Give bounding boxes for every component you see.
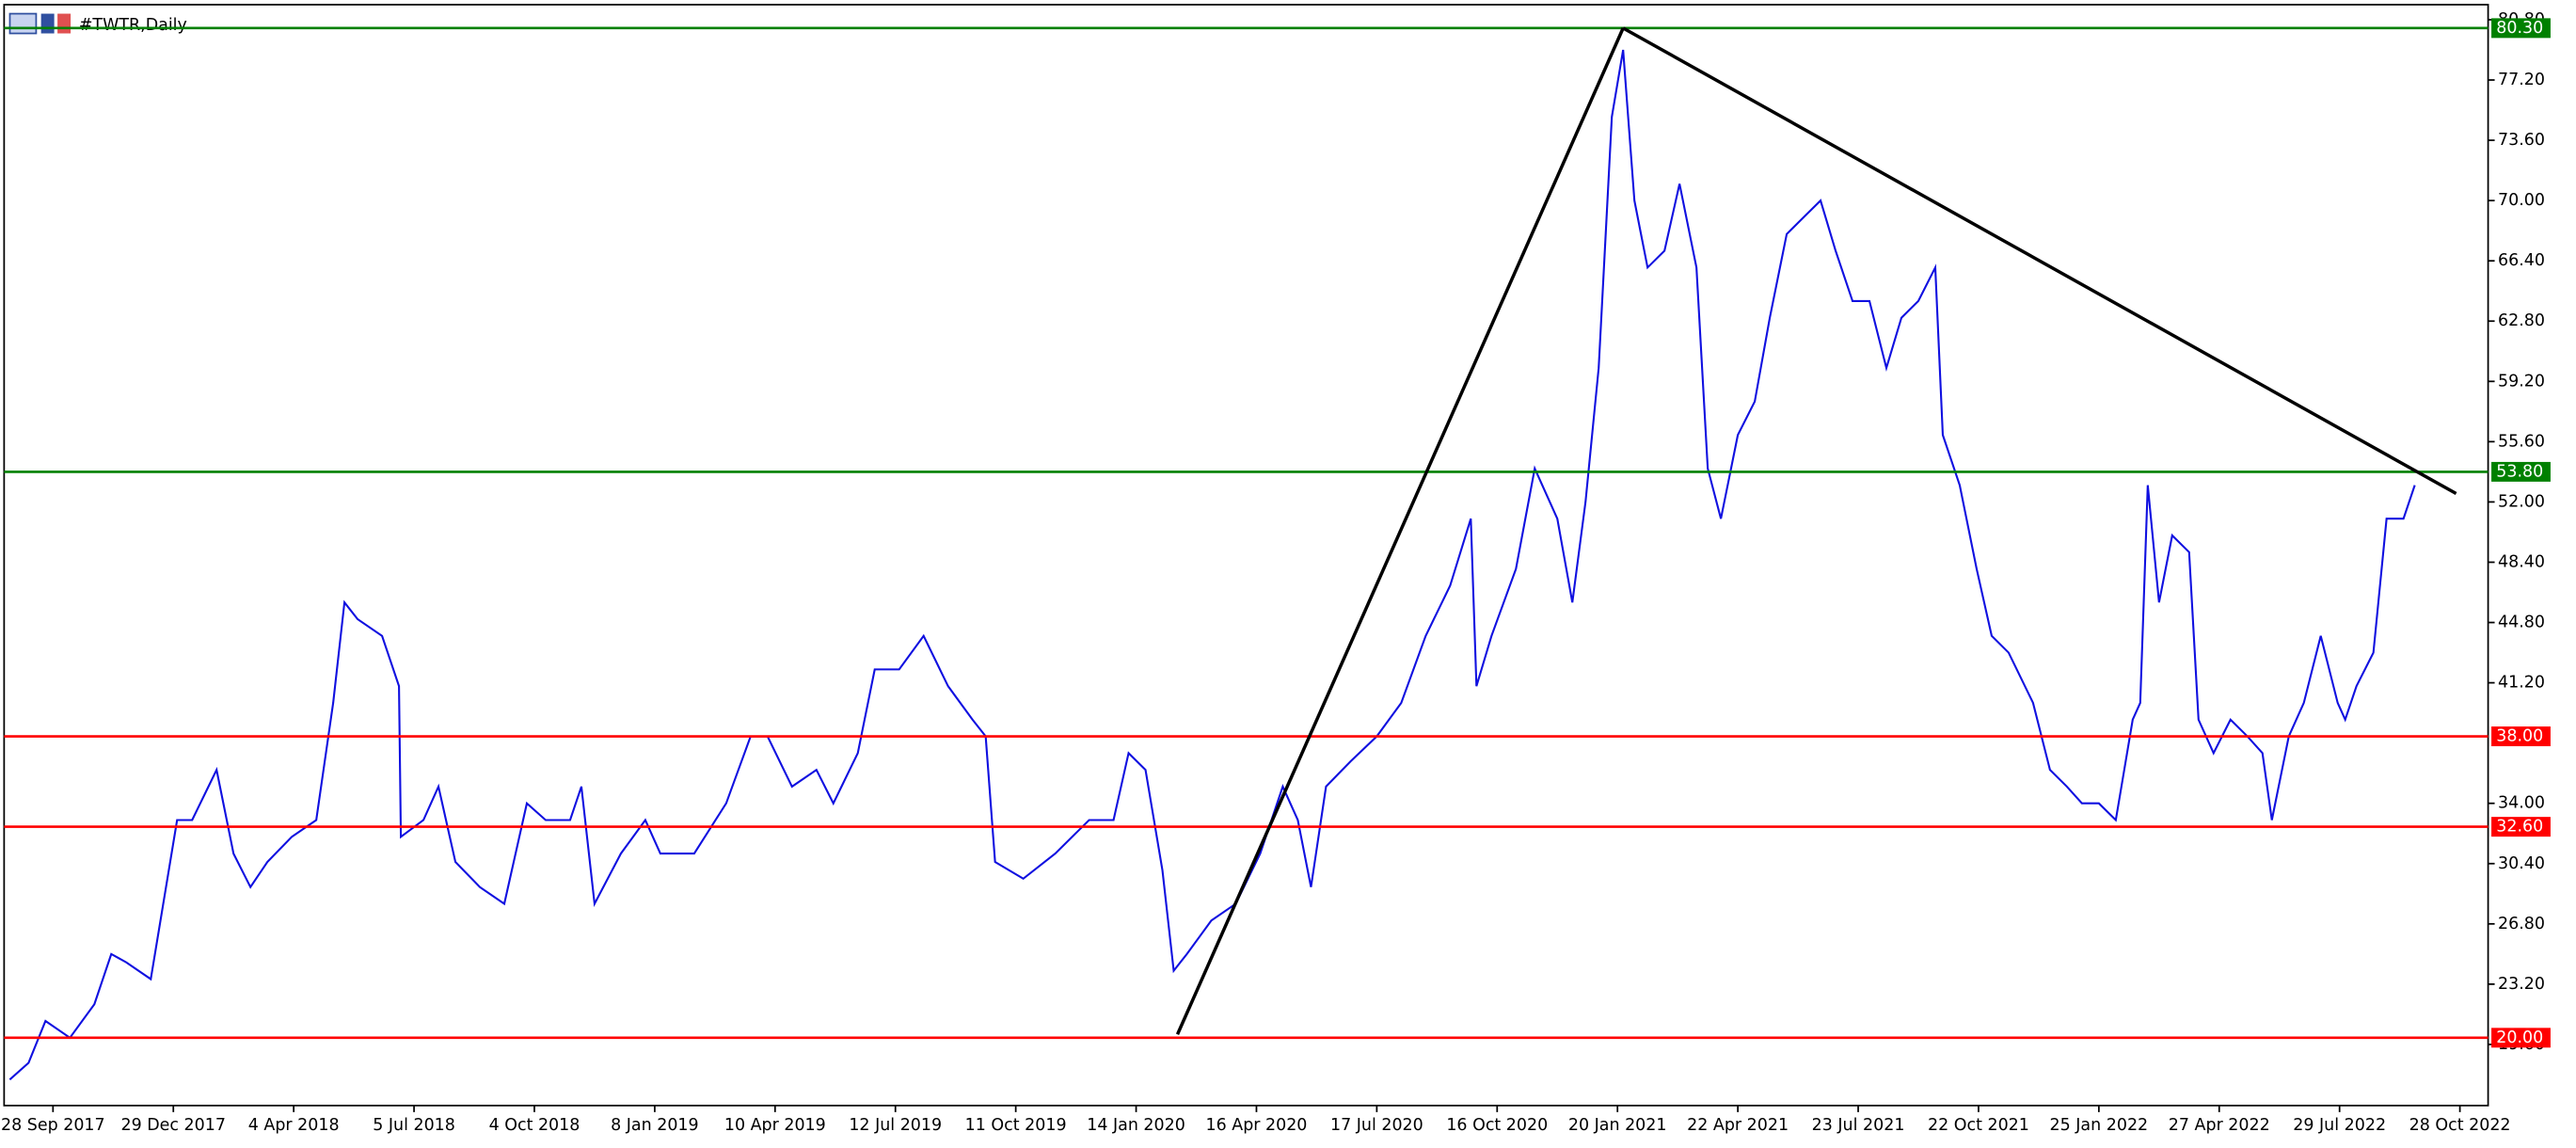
y-tick-label: 34.00 (2498, 794, 2545, 813)
x-tick-label: 8 Jan 2019 (611, 1116, 699, 1135)
x-tick-label: 27 Apr 2022 (2169, 1116, 2270, 1135)
level-label-box (2491, 726, 2551, 747)
level-label-box (2491, 18, 2551, 39)
icon (8, 12, 38, 35)
level-label-box (2491, 1028, 2551, 1048)
x-tick-label: 16 Oct 2020 (1446, 1116, 1548, 1135)
x-tick-label: 5 Jul 2018 (373, 1116, 455, 1135)
x-tick-label: 16 Apr 2020 (1206, 1116, 1308, 1135)
y-tick-label: 23.20 (2498, 975, 2545, 994)
y-tick-label: 73.60 (2498, 131, 2545, 150)
x-tick-label: 17 Jul 2020 (1330, 1116, 1423, 1135)
y-tick-label: 66.40 (2498, 251, 2545, 270)
icon (40, 13, 55, 34)
trendline (1175, 27, 1625, 1035)
y-tick-label: 30.40 (2498, 854, 2545, 873)
level-label: 32.60 (2496, 818, 2543, 837)
x-tick-label: 29 Dec 2017 (120, 1116, 225, 1135)
level-label: 38.00 (2496, 727, 2543, 746)
x-tick-label: 29 Jul 2022 (2293, 1116, 2386, 1135)
x-tick-label: 12 Jul 2019 (849, 1116, 942, 1135)
x-tick-label: 25 Jan 2022 (2050, 1116, 2149, 1135)
y-tick-label: 59.20 (2498, 372, 2545, 391)
y-tick-label: 55.60 (2498, 432, 2545, 451)
plot-frame (3, 4, 2489, 1107)
level-label: 80.30 (2496, 19, 2543, 38)
x-tick-label: 23 Jul 2021 (1812, 1116, 1905, 1135)
y-tick-label: 52.00 (2498, 492, 2545, 511)
x-tick-label: 28 Sep 2017 (1, 1116, 105, 1135)
x-tick-label: 11 Oct 2019 (965, 1116, 1067, 1135)
x-tick-label: 10 Apr 2019 (724, 1116, 826, 1135)
icon (57, 13, 72, 34)
x-tick-label: 4 Oct 2018 (489, 1116, 580, 1135)
x-tick-label: 20 Jan 2021 (1568, 1116, 1667, 1135)
level-label-box (2491, 817, 2551, 837)
chart-title: #TWTR,Daily (79, 16, 187, 35)
x-tick-label: 28 Oct 2022 (2409, 1116, 2511, 1135)
x-tick-label: 22 Apr 2021 (1687, 1116, 1789, 1135)
level-label: 53.80 (2496, 462, 2543, 481)
level-label-box (2491, 461, 2551, 482)
x-tick-label: 4 Apr 2018 (248, 1116, 340, 1135)
y-tick-label: 70.00 (2498, 191, 2545, 210)
y-tick-label: 48.40 (2498, 552, 2545, 571)
y-tick-label: 41.20 (2498, 674, 2545, 693)
y-tick-label: 44.80 (2498, 614, 2545, 632)
x-tick-label: 22 Oct 2021 (1928, 1116, 2029, 1135)
level-label: 20.00 (2496, 1028, 2543, 1047)
trendline (1622, 26, 2457, 496)
x-tick-label: 14 Jan 2020 (1087, 1116, 1185, 1135)
y-tick-label: 77.20 (2498, 71, 2545, 89)
y-tick-label: 26.80 (2498, 915, 2545, 933)
y-tick-label: 62.80 (2498, 311, 2545, 330)
